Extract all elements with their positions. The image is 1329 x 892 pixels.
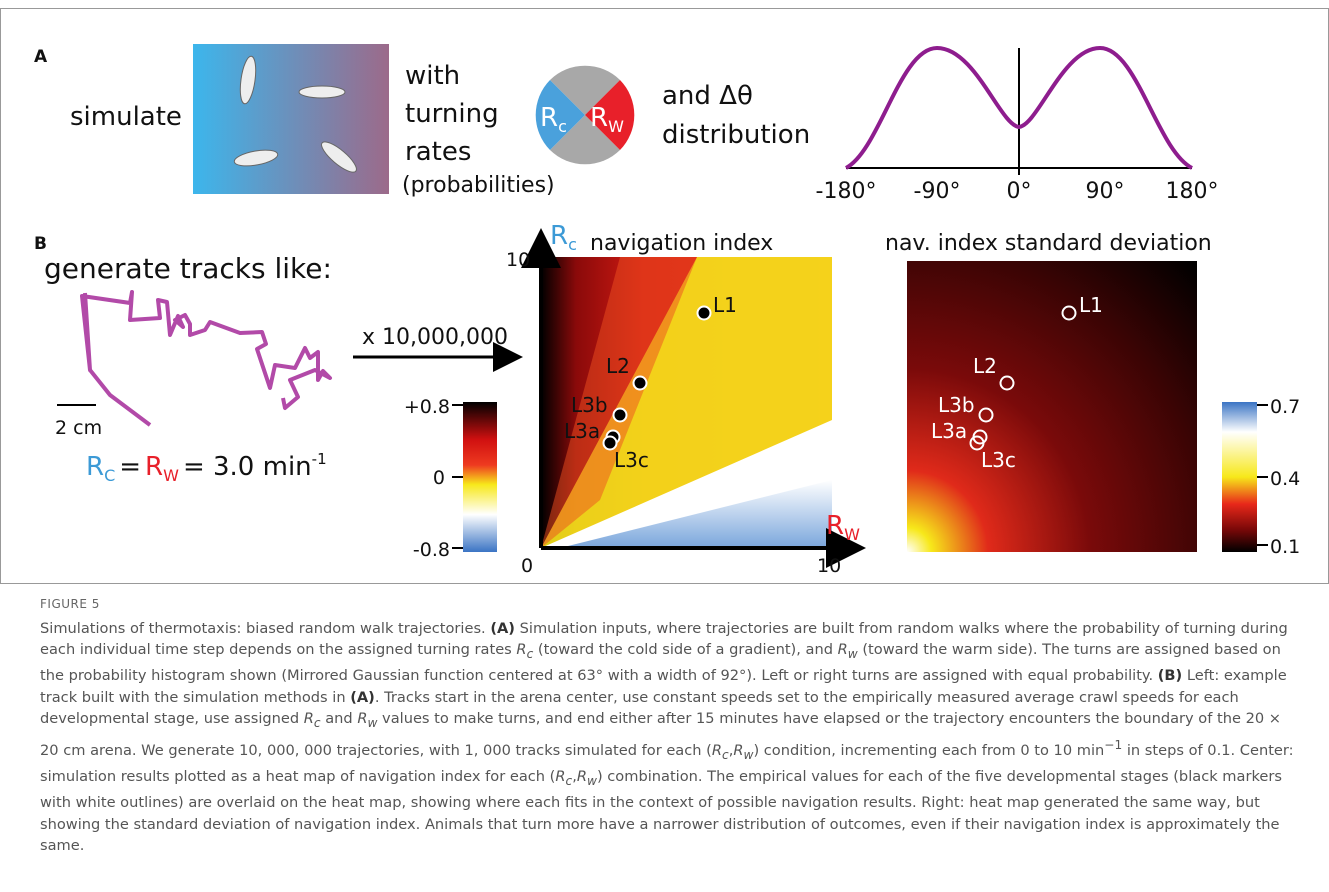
cb-label: 0.7 [1270,396,1300,418]
t: R [516,641,526,658]
panel-label: A [34,47,48,67]
text: (probabilities) [402,173,555,198]
tick: 180° [1166,179,1219,204]
multiplier: x 10,000,000 [362,325,508,350]
text: with [405,61,460,91]
stage: L3a [564,419,600,443]
r: R [86,452,104,482]
stage: L2 [973,354,997,378]
stage: L3a [931,419,967,443]
exp: -1 [312,450,327,468]
t: ) condition, incrementing each from 0 to… [753,742,1104,759]
stage: L1 [713,293,737,317]
stage: L1 [1079,293,1103,317]
stage: L3c [981,448,1016,472]
caption-text: Simulations of thermotaxis: biased rando… [40,618,1300,857]
stage: L3b [938,393,975,417]
track [82,292,330,408]
t: Simulations of thermotaxis: biased rando… [40,620,490,637]
t: R [838,641,848,658]
tick: 0° [1007,179,1032,204]
stage: L3c [614,448,649,472]
sub: c [558,117,567,136]
x-axis-label: RW [826,511,860,544]
origin: 0 [521,555,533,577]
t: R [555,768,565,785]
cb-label: -0.8 [413,539,450,561]
t: R [712,742,722,759]
r: R [590,103,608,133]
t: (A) [350,689,375,706]
tick: -90° [914,179,961,204]
t: c [722,748,729,762]
t: w [848,647,858,661]
t: (B) [1158,667,1182,684]
t: (A) [490,620,515,637]
r: R [826,511,844,541]
text: distribution [662,120,810,150]
cb-label: 0.4 [1270,468,1300,490]
eq: = [119,452,141,482]
cb-label: +0.8 [404,396,450,418]
t: (toward the cold side of a gradient), an… [533,641,837,658]
text: turning [405,99,499,129]
sub: C [104,466,115,485]
t: R [357,710,367,727]
r: R [550,221,568,251]
r: R [145,452,163,482]
cb-label: 0 [433,467,445,489]
sub: c [568,235,577,254]
stage: L2 [606,354,630,378]
colorbar [463,402,497,552]
t: w [743,748,753,762]
colorbar [1222,402,1257,552]
y-axis-label: Rc [550,221,577,254]
sub: W [844,525,860,544]
tick: 90° [1086,179,1125,204]
title: navigation index [590,231,773,256]
t: w [587,774,597,788]
cb-label: 0.1 [1270,536,1300,558]
figure: A simulate with turning rates (probabili… [0,0,1329,585]
t: c [314,716,321,730]
t: R [733,742,743,759]
title: nav. index standard deviation [885,231,1212,256]
page: A simulate with turning rates (probabili… [0,0,1329,892]
value: = 3.0 min [183,452,312,482]
t: and [321,710,358,727]
caption: FIGURE 5 Simulations of thermotaxis: bia… [40,594,1300,857]
stage: L3b [571,393,608,417]
sub: W [608,117,624,136]
figure-number: FIGURE 5 [40,594,1300,616]
text: generate tracks like: [44,252,332,285]
r: R [540,103,558,133]
y-max: 10 [506,249,530,271]
sub: W [163,466,179,485]
rate: RC=RW= 3.0 min-1 [86,450,327,485]
t: R [577,768,587,785]
arena [193,44,389,194]
tick: -180° [816,179,877,204]
x-max: 10 [817,555,841,577]
ticks: -180° -90° 0° 90° 180° [816,179,1219,204]
t: w [367,716,377,730]
text: simulate [70,102,182,132]
t: R [304,710,314,727]
scale-label: 2 cm [55,417,102,439]
text: and Δθ [662,81,753,111]
text: rates [405,137,471,167]
panel-label: B [34,234,47,254]
t: −1 [1104,738,1122,752]
